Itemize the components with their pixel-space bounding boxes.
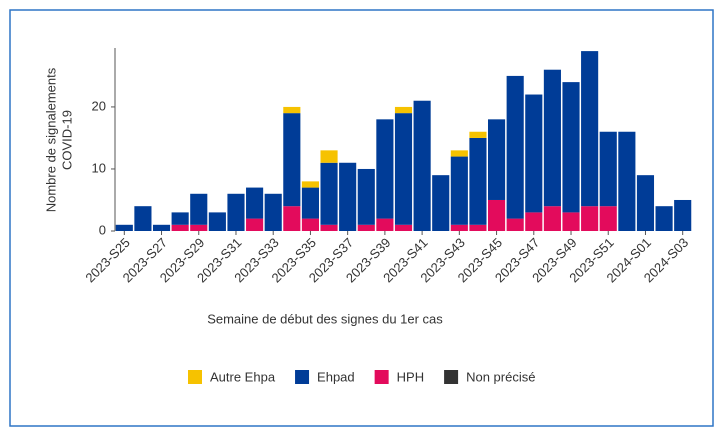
bar-segment xyxy=(599,206,617,231)
legend-swatch xyxy=(444,370,459,384)
bar-segment xyxy=(450,156,468,225)
bar-segment xyxy=(432,175,450,231)
bar-segment xyxy=(190,193,208,225)
bar-segment xyxy=(450,150,468,157)
bar-segment xyxy=(655,206,673,231)
bar-segment xyxy=(320,224,338,231)
bar-segment xyxy=(674,199,692,231)
bar-segment xyxy=(525,94,543,213)
bar-segment xyxy=(246,187,264,219)
legend-label: HPH xyxy=(397,369,424,384)
bar-segment xyxy=(115,224,133,231)
bar-segment xyxy=(376,218,394,231)
y-axis-label: Nombre de signalements xyxy=(43,67,58,212)
bar-segment xyxy=(171,212,189,225)
bar-segment xyxy=(376,119,394,219)
bar-segment xyxy=(562,82,580,213)
bar-segment xyxy=(581,51,599,207)
y-tick-label: 0 xyxy=(99,222,106,237)
bar-segment xyxy=(525,212,543,231)
bar-segment xyxy=(543,206,561,231)
bar-segment xyxy=(246,218,264,231)
bar-segment xyxy=(450,224,468,231)
bar-segment xyxy=(171,224,189,231)
bar-segment xyxy=(208,212,226,231)
bar-segment xyxy=(301,181,319,188)
bar-segment xyxy=(394,224,413,231)
bar-segment xyxy=(413,100,431,231)
legend-label: Non précisé xyxy=(466,369,535,384)
legend-swatch xyxy=(295,370,310,384)
bar-segment xyxy=(264,193,282,231)
legend-label: Ehpad xyxy=(317,369,355,384)
bar-segment xyxy=(618,131,636,231)
bar-segment xyxy=(301,218,319,231)
bar-segment xyxy=(506,218,524,231)
bar-segment xyxy=(190,224,208,231)
y-axis-label: COVID-19 xyxy=(59,110,74,170)
bar-segment xyxy=(488,119,506,200)
bar-segment xyxy=(394,113,413,225)
bar-segment xyxy=(394,106,413,114)
bar-segment xyxy=(469,224,487,231)
bar-segment xyxy=(283,106,301,114)
bar-segment xyxy=(599,131,617,207)
legend-swatch xyxy=(374,370,389,384)
bar-segment xyxy=(339,162,357,231)
bar-segment xyxy=(134,206,152,231)
bar-segment xyxy=(320,150,338,163)
bar-segment xyxy=(469,137,487,225)
bar-segment xyxy=(581,206,599,231)
bar-segment xyxy=(357,224,375,231)
bar-segment xyxy=(227,193,245,231)
bar-segment xyxy=(357,168,375,225)
y-tick-label: 20 xyxy=(92,98,106,113)
bar-segment xyxy=(488,199,506,231)
x-axis-label: Semaine de début des signes du 1er cas xyxy=(207,311,443,326)
bar-segment xyxy=(283,113,301,207)
bar-segment xyxy=(562,212,580,231)
y-tick-label: 10 xyxy=(92,160,106,175)
bar-segment xyxy=(506,75,524,219)
frame xyxy=(9,9,714,427)
bar-segment xyxy=(543,69,561,207)
legend-swatch xyxy=(188,370,202,384)
bar-segment xyxy=(152,224,171,231)
bar-segment xyxy=(320,162,338,225)
bar-segment xyxy=(283,206,301,231)
bar-segment xyxy=(301,187,319,219)
bar-segment xyxy=(469,131,487,138)
legend-label: Autre Ehpa xyxy=(210,369,276,384)
bar-segment xyxy=(636,175,655,231)
